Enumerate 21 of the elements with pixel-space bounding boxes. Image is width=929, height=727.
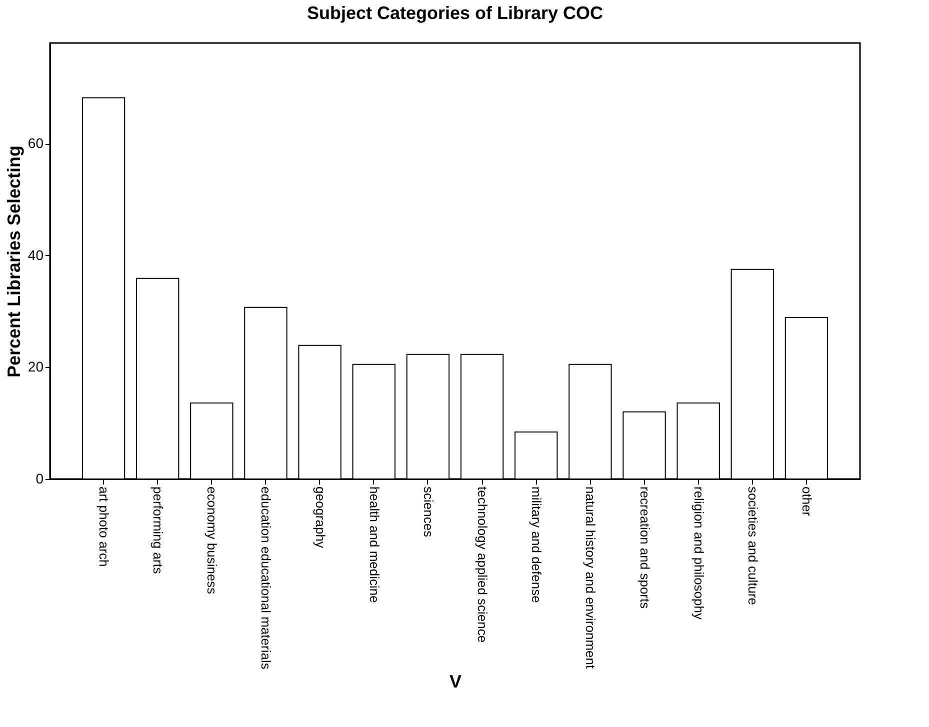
- x-tick-label: economy business: [204, 486, 220, 595]
- x-tick-label: geography: [312, 486, 328, 548]
- x-tick-label: societies and culture: [745, 486, 760, 606]
- x-axis-title: V: [449, 671, 462, 692]
- x-tick-label: performing arts: [150, 486, 166, 574]
- x-tick-label: sciences: [420, 486, 436, 538]
- x-tick-label: religion and philosophy: [691, 486, 706, 620]
- x-tick-label: military and defense: [529, 486, 544, 603]
- y-tick-label: 20: [28, 358, 44, 375]
- x-tick-label: education educational materials: [258, 486, 274, 670]
- x-tick-label: art photo arch: [96, 486, 112, 567]
- y-tick-label: 40: [28, 246, 44, 263]
- x-tick-label: other: [799, 486, 814, 517]
- y-tick-label: 60: [28, 135, 44, 152]
- y-tick-label: 0: [36, 470, 44, 486]
- x-tick-label: natural history and environment: [583, 486, 598, 669]
- x-tick-label: recreation and sports: [637, 486, 652, 610]
- chart-title: Subject Categories of Library COC: [306, 3, 604, 23]
- x-tick-label: health and medicine: [366, 486, 382, 603]
- y-axis-title: Percent Libraries Selecting: [4, 145, 24, 378]
- x-tick-label: technology applied science: [475, 486, 490, 643]
